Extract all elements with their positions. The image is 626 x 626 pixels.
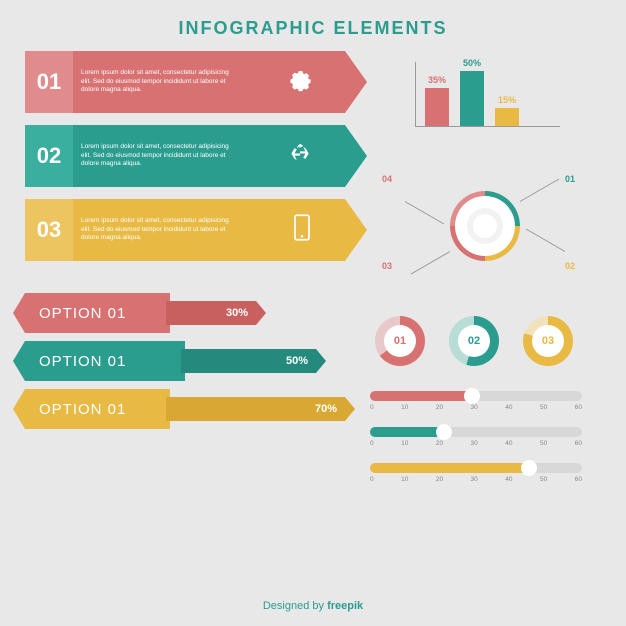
banner-body: Lorem ipsum dolor sit amet, consectetur … <box>73 125 345 187</box>
mini-bar <box>425 88 449 126</box>
phone-icon <box>291 214 313 247</box>
circ-label: 02 <box>565 261 575 271</box>
banner-number: 03 <box>25 199 73 261</box>
circ-label: 01 <box>565 174 575 184</box>
option-row-2: OPTION 01.opt:nth-child(2) .opt-ribbon::… <box>25 339 345 383</box>
recycle-icon <box>287 141 313 172</box>
circ-label: 03 <box>382 261 392 271</box>
footer-credit: Designed by freepik <box>0 600 626 612</box>
mini-bar <box>460 71 484 126</box>
mini-bar <box>495 108 519 126</box>
mini-bar-label: 50% <box>458 58 486 68</box>
banner-text: Lorem ipsum dolor sit amet, consectetur … <box>81 69 231 94</box>
option-arrow: 30%.opt:nth-child(1) .opt-arrow::after{b… <box>166 301 256 325</box>
mini-bar-label: 35% <box>423 75 451 85</box>
mini-bar-label: 15% <box>493 95 521 105</box>
donut-row: 01 02 03 <box>370 316 600 366</box>
banner-text: Lorem ipsum dolor sit amet, consectetur … <box>81 143 231 168</box>
left-column: 01 Lorem ipsum dolor sit amet, consectet… <box>25 51 345 499</box>
donut-label: 02 <box>458 325 490 357</box>
mini-bar-chart: 35% 50% 15% <box>370 51 600 141</box>
option-row-1: OPTION 01.opt:nth-child(1) .opt-ribbon::… <box>25 291 345 335</box>
progress-bar: 0102030405060 <box>370 463 600 483</box>
option-ribbon: OPTION 01.opt:nth-child(3) .opt-ribbon::… <box>25 389 170 429</box>
option-ribbon: OPTION 01.opt:nth-child(2) .opt-ribbon::… <box>25 341 185 381</box>
donut-label: 03 <box>532 325 564 357</box>
option-arrow: 50%.opt:nth-child(2) .opt-arrow::after{b… <box>181 349 316 373</box>
circular-diagram: 01 02 03 04 <box>370 156 600 296</box>
right-column: 35% 50% 15% 01 02 03 04 01 02 03 010203040506… <box>370 51 600 499</box>
option-ribbons: OPTION 01.opt:nth-child(1) .opt-ribbon::… <box>25 291 345 431</box>
option-ribbon: OPTION 01.opt:nth-child(1) .opt-ribbon::… <box>25 293 170 333</box>
circ-label: 04 <box>382 174 392 184</box>
donut-chart: 03 <box>523 316 573 366</box>
progress-bar: 0102030405060 <box>370 427 600 447</box>
donut-label: 01 <box>384 325 416 357</box>
option-arrow: 70%.opt:nth-child(3) .opt-arrow::after{b… <box>166 397 345 421</box>
option-row-3: OPTION 01.opt:nth-child(3) .opt-ribbon::… <box>25 387 345 431</box>
page-title: INFOGRAPHIC ELEMENTS <box>0 0 626 51</box>
banner-body: Lorem ipsum dolor sit amet, consectetur … <box>73 51 345 113</box>
arrow-banner-2: 02 Lorem ipsum dolor sit amet, consectet… <box>25 125 345 187</box>
banner-number: 01 <box>25 51 73 113</box>
donut-chart: 01 <box>375 316 425 366</box>
arrow-banner-1: 01 Lorem ipsum dolor sit amet, consectet… <box>25 51 345 113</box>
arrow-banner-3: 03 Lorem ipsum dolor sit amet, consectet… <box>25 199 345 261</box>
banner-number: 02 <box>25 125 73 187</box>
gear-icon <box>287 67 313 98</box>
banner-body: Lorem ipsum dolor sit amet, consectetur … <box>73 199 345 261</box>
donut-chart: 02 <box>449 316 499 366</box>
content-grid: 01 Lorem ipsum dolor sit amet, consectet… <box>0 51 626 499</box>
banner-text: Lorem ipsum dolor sit amet, consectetur … <box>81 217 231 242</box>
progress-bar: 0102030405060 <box>370 391 600 411</box>
progress-section: 0102030405060 0102030405060 010203040506… <box>370 391 600 483</box>
